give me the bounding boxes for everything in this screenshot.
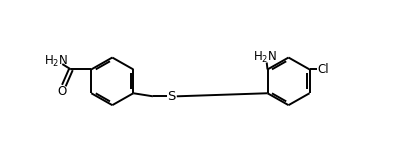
Text: Cl: Cl (318, 63, 329, 76)
Text: H$_2$N: H$_2$N (44, 53, 68, 69)
Text: S: S (167, 90, 176, 103)
Text: H$_2$N: H$_2$N (253, 50, 277, 65)
Text: O: O (58, 85, 67, 98)
